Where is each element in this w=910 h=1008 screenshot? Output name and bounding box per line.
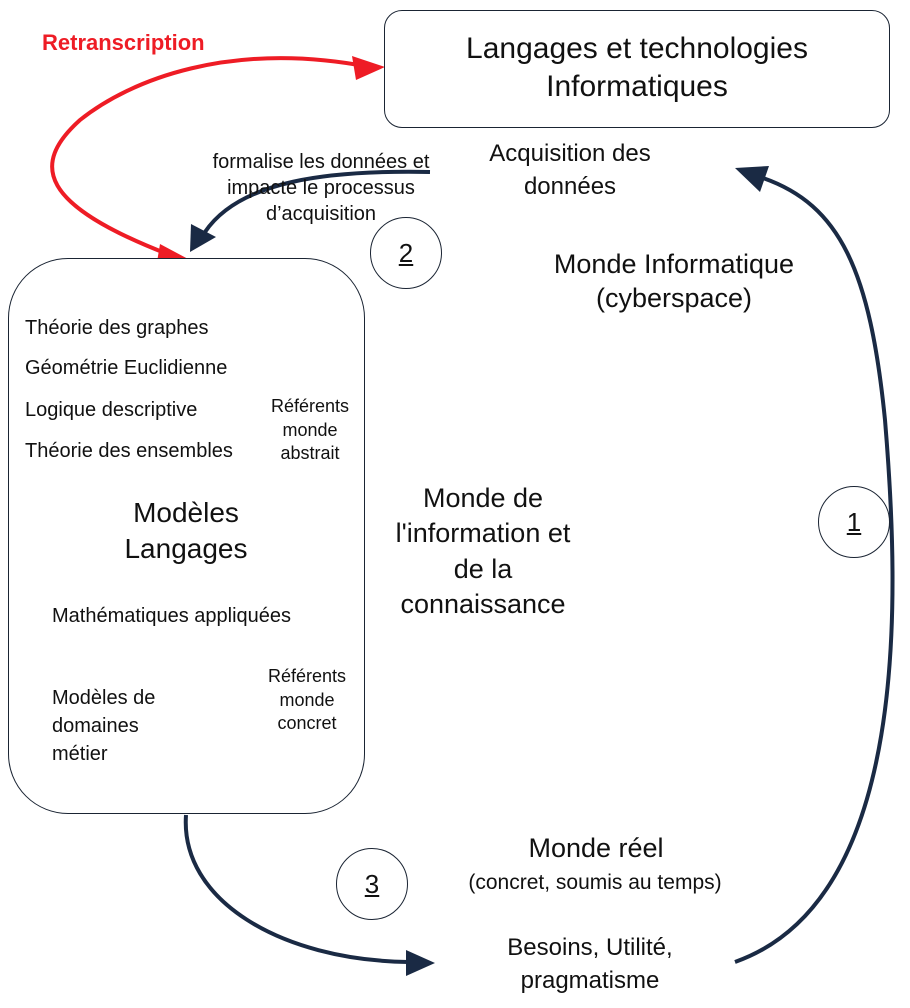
referents-abstrait-line2: monde — [282, 419, 338, 440]
modeles-domaines-line1: Modèles de — [52, 687, 156, 709]
monde-reel-title: Monde réel — [528, 833, 664, 863]
technologies-box-line1: Langages et technologies — [466, 32, 808, 65]
monde-information-line1: Monde de — [422, 483, 544, 513]
cycle-arrow-3 — [183, 814, 409, 964]
step-marker-1: 1 — [818, 486, 890, 558]
models-title-line2: Langages — [124, 532, 248, 564]
models-title: Modèles Langages — [86, 496, 286, 565]
models-title-line1: Modèles — [133, 497, 239, 528]
referents-concret-line2: monde — [279, 689, 335, 710]
referents-concret-line1: Référents — [267, 666, 347, 686]
technologies-box: Langages et technologies Informatiques — [384, 10, 890, 128]
monde-informatique-line2: (cyberspace) — [595, 283, 753, 314]
monde-informatique-label: Monde Informatique (cyberspace) — [520, 248, 828, 315]
acquisition-line1: Acquisition des — [489, 140, 651, 167]
model-item-graphes: Théorie des graphes — [25, 317, 209, 339]
monde-reel-subtitle: (concret, soumis au temps) — [468, 871, 722, 894]
cycle-arrow-1 — [734, 176, 895, 964]
models-box — [8, 258, 365, 814]
step-marker-3: 3 — [336, 848, 408, 920]
formalise-label: formalise les données et impacte le proc… — [186, 150, 456, 226]
formalise-line2: impacte le processus — [227, 177, 415, 199]
monde-information-line4: connaissance — [400, 589, 566, 620]
cycle-arrowhead-1 — [735, 166, 769, 192]
model-item-geometrie: Géométrie Euclidienne — [25, 357, 228, 379]
retranscription-arrowhead-top — [352, 56, 385, 80]
referents-abstrait-line1: Référents — [270, 396, 350, 416]
model-item-ensembles: Théorie des ensembles — [25, 440, 233, 462]
model-item-mathematiques: Mathématiques appliquées — [52, 605, 292, 627]
monde-information-line2: l'information et — [395, 518, 571, 549]
monde-informatique-line1: Monde Informatique — [553, 249, 795, 279]
besoins-line2: pragmatisme — [520, 966, 660, 994]
retranscription-label: Retranscription — [42, 30, 205, 55]
formalise-arrow — [203, 169, 431, 234]
cycle-arrowhead-3 — [406, 950, 435, 976]
referents-abstrait-line3: abstrait — [280, 443, 340, 464]
acquisition-label: Acquisition des données — [470, 140, 670, 202]
formalise-arrowhead — [190, 224, 216, 252]
formalise-line1: formalise les données et — [212, 151, 430, 173]
monde-information-label: Monde de l'information et de la connaiss… — [372, 482, 594, 621]
referents-concret-label: Référents monde concret — [256, 666, 358, 735]
retranscription-arrow — [50, 56, 371, 257]
besoins-line1: Besoins, Utilité, — [507, 934, 673, 961]
acquisition-line2: données — [523, 172, 617, 200]
modeles-domaines-label: Modèles de domaines métier — [52, 686, 155, 766]
monde-information-line3: de la — [453, 553, 513, 584]
model-item-logique: Logique descriptive — [25, 399, 198, 421]
referents-abstrait-label: Référents monde abstrait — [258, 396, 362, 465]
formalise-line3: d’acquisition — [265, 203, 377, 225]
besoins-label: Besoins, Utilité, pragmatisme — [470, 934, 710, 996]
modeles-domaines-line3: métier — [52, 743, 108, 765]
step-marker-2: 2 — [370, 217, 442, 289]
modeles-domaines-line2: domaines — [52, 715, 139, 737]
referents-concret-line3: concret — [277, 713, 337, 734]
technologies-box-line2: Informatiques — [546, 70, 728, 103]
